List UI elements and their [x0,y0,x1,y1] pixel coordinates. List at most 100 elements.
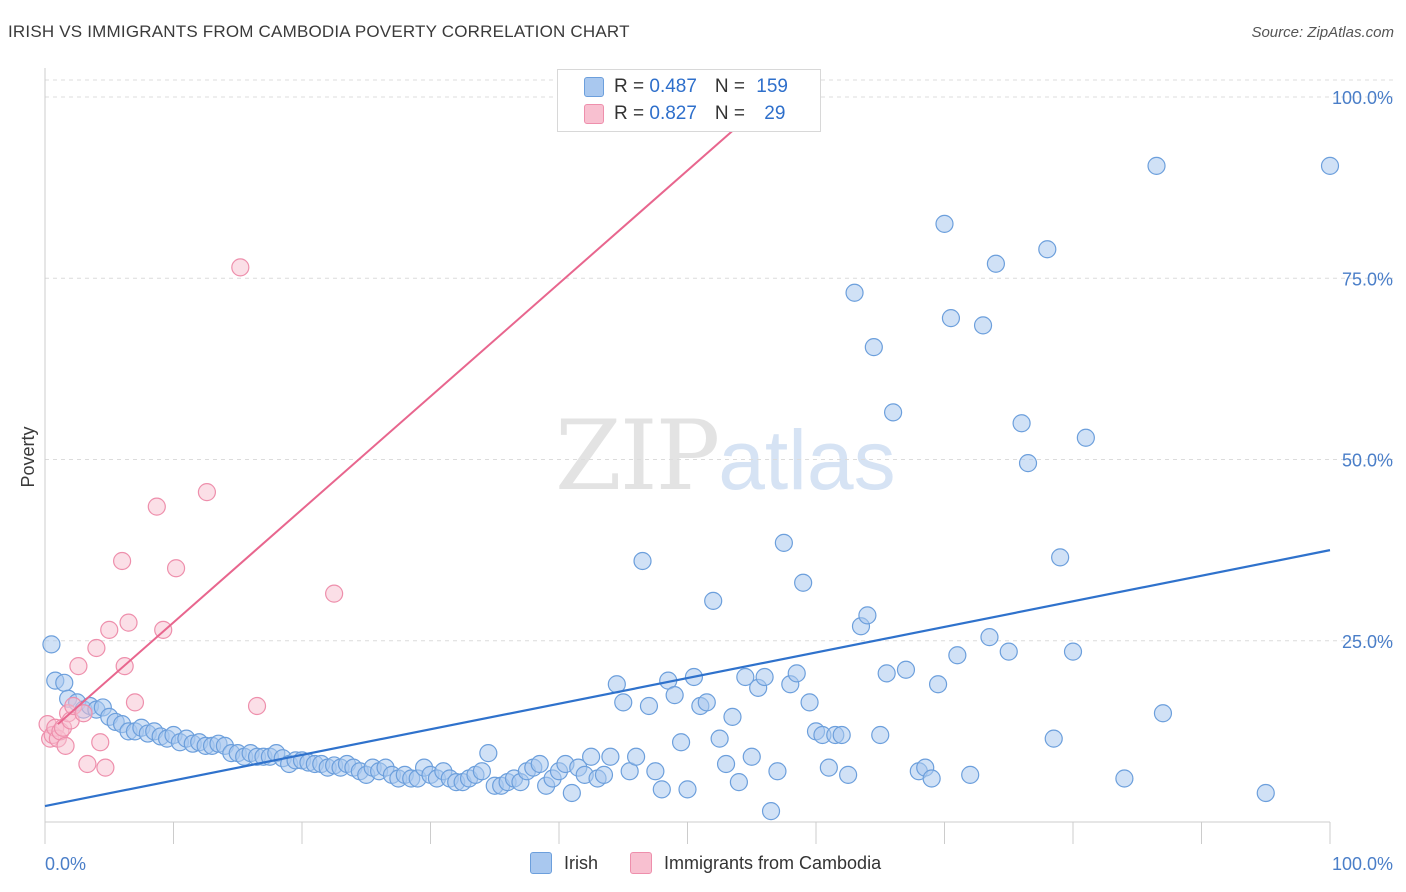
data-point-irish [1153,704,1173,723]
axes [44,68,1331,844]
data-point-irish [761,802,781,821]
data-point-cambodia [166,559,186,578]
legend-row-cambodia: R = 0.827 N = 29 [584,102,785,126]
data-point-irish [755,667,774,687]
data-point-irish [980,628,999,647]
trend-lines [44,96,1331,808]
legend-swatch-cambodia [584,104,604,124]
data-point-irish [716,754,736,774]
data-point-irish [845,283,864,302]
data-point-irish [858,606,877,625]
data-point-irish [723,707,742,726]
legend-r-label: R = [614,76,650,97]
data-point-irish [864,338,883,357]
data-point-irish [562,783,581,803]
data-point-cambodia [96,758,115,777]
data-point-irish [1147,156,1166,175]
legend-series: Irish Immigrants from Cambodia [530,852,913,874]
trend-line-cambodia [57,96,772,725]
data-point-irish [973,316,993,335]
data-point-irish [768,762,787,781]
data-point-irish [704,591,723,610]
data-point-irish [1044,729,1063,748]
data-point-irish [871,725,890,745]
data-point-cambodia [325,584,344,603]
data-point-irish [832,725,851,745]
data-point-irish [601,747,620,766]
data-point-irish [639,696,659,716]
data-point-irish [1038,240,1057,259]
data-point-irish [1012,414,1031,433]
data-point-cambodia [119,613,138,632]
legend-row-irish: R = 0.487 N = 159 [584,75,788,99]
data-point-irish [742,747,761,766]
data-point-irish [594,765,614,784]
data-point-irish [839,765,858,784]
data-point-irish [1115,769,1134,788]
legend-label-cambodia: Immigrants from Cambodia [664,852,882,873]
data-point-irish [922,769,941,788]
legend-item-irish: Irish [530,852,598,874]
data-point-irish [948,646,967,665]
irish-points [42,156,1340,821]
data-point-irish [472,762,491,781]
data-point-irish [626,747,646,766]
data-point-cambodia [231,258,250,277]
trend-line-irish [44,549,1331,808]
legend-label-irish: Irish [564,852,599,873]
data-point-cambodia [247,696,267,716]
data-point-irish [1018,454,1038,473]
data-point-irish [800,693,819,712]
legend-r-value: 0.827 [649,103,697,124]
data-point-irish [697,693,716,712]
legend-swatch-irish [584,77,604,97]
data-point-irish [787,664,806,683]
data-point-cambodia [69,657,88,676]
x-tick-label: 100.0% [1332,854,1393,874]
legend-n-label: N = [714,103,751,124]
legend-item-cambodia: Immigrants from Cambodia [630,852,881,874]
data-point-irish [42,635,61,654]
watermark-zip: ZIP [555,400,720,512]
data-point-irish [582,747,601,766]
x-tick-label: 0.0% [45,854,86,874]
data-point-irish [935,214,954,233]
data-point-irish [1051,548,1070,567]
legend-r-value: 0.487 [649,76,697,97]
data-point-irish [729,773,749,792]
data-point-irish [665,686,684,705]
data-point-irish [678,780,697,799]
y-tick-label: 50.0% [1342,451,1393,471]
data-point-irish [633,551,652,571]
data-point-irish [614,693,633,712]
axis-labels: 100.0% 75.0% 50.0% 25.0% 0.0% 100.0% Poverty [18,88,1393,874]
data-point-irish [928,675,948,694]
data-point-cambodia [78,754,97,774]
data-point-cambodia [91,733,110,752]
legend-swatch-cambodia [630,852,653,874]
data-point-irish [1063,642,1083,661]
data-point-irish [530,754,549,774]
data-point-irish [1320,156,1340,175]
legend-n-value: 159 [756,76,788,97]
legend-swatch-irish [530,852,552,874]
data-point-cambodia [87,638,106,658]
data-point-irish [986,254,1006,273]
legend-r-label: R = [614,103,650,124]
data-point-irish [710,729,729,748]
y-tick-label: 25.0% [1342,632,1393,652]
y-axis-title: Poverty [18,426,38,487]
data-point-irish [961,765,980,784]
data-point-irish [736,667,755,687]
data-point-irish [819,758,838,777]
data-point-irish [896,660,916,679]
legend-n-value: 29 [764,103,786,124]
source-label: Source: ZipAtlas.com [1251,24,1394,41]
data-point-irish [55,673,74,692]
legend-n-label: N = [714,76,751,97]
data-point-irish [774,533,793,552]
data-point-cambodia [56,736,75,755]
data-point-cambodia [125,693,145,712]
data-point-irish [652,780,671,799]
